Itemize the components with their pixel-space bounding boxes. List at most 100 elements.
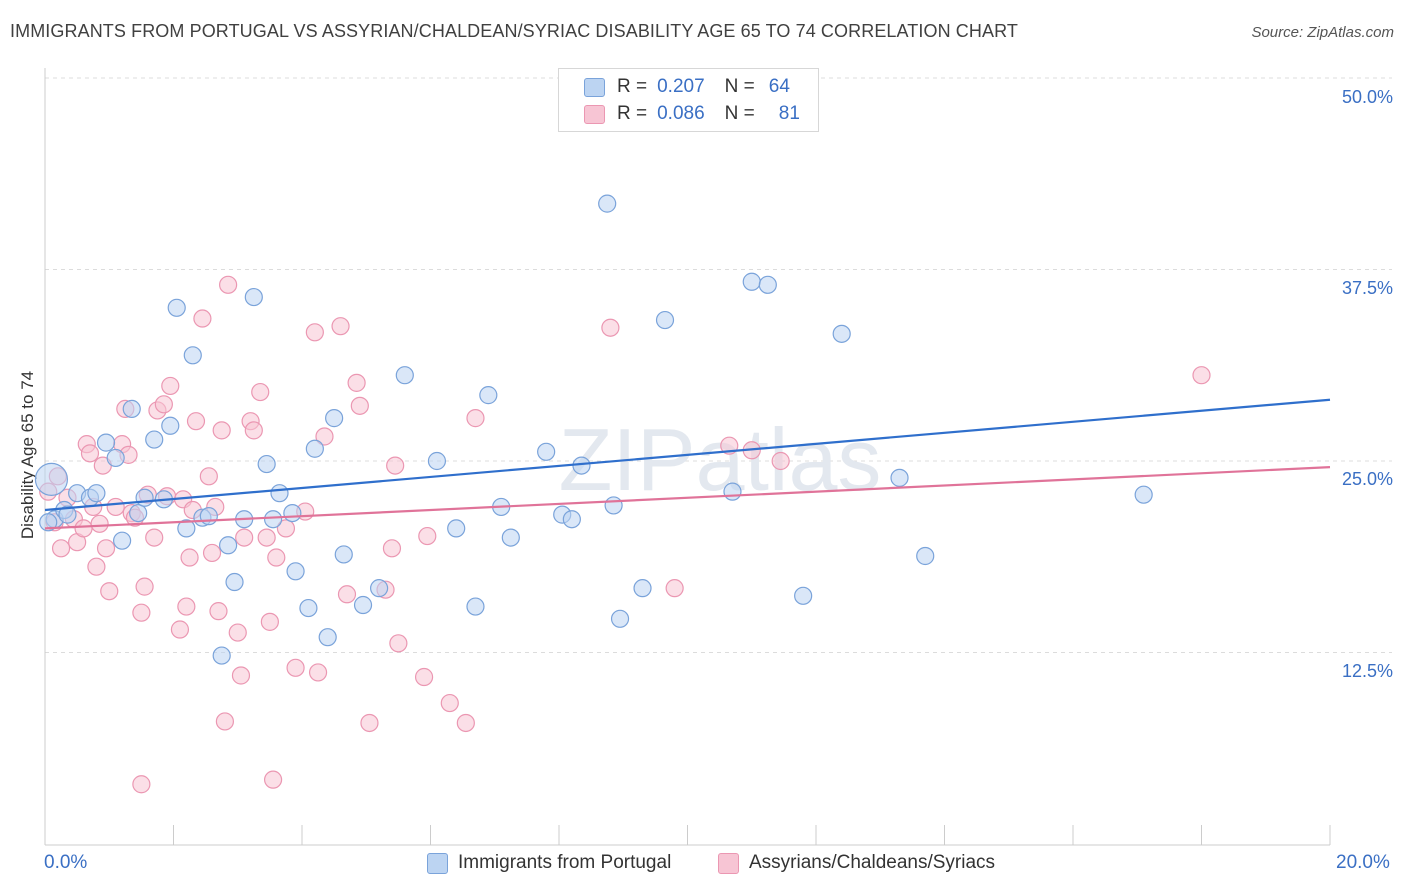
point-portugal	[447, 519, 466, 538]
legend-swatch-pink	[718, 852, 739, 874]
series-portugal-points	[34, 107, 1153, 665]
point-assyrians	[665, 579, 684, 598]
x-tick-max: 20.0%	[1336, 852, 1390, 873]
point-portugal	[270, 484, 289, 503]
point-assyrians	[456, 713, 475, 733]
point-portugal	[257, 454, 276, 474]
axes	[44, 68, 1331, 846]
point-portugal	[225, 572, 244, 592]
point-portugal	[610, 609, 630, 628]
legend-label-assyrians: Assyrians/Chaldeans/Syriacs	[749, 852, 996, 873]
trend-line-assyrians	[44, 466, 1331, 530]
series-legend: Immigrants from Portugal Assyrians/Chald…	[0, 852, 1406, 878]
point-portugal	[286, 562, 305, 581]
point-portugal	[318, 628, 337, 647]
point-assyrians	[170, 620, 190, 639]
point-portugal	[916, 546, 935, 566]
point-assyrians	[235, 528, 254, 547]
point-assyrians	[212, 421, 231, 440]
point-assyrians	[466, 409, 485, 428]
point-assyrians	[286, 658, 305, 677]
point-portugal	[334, 545, 353, 564]
point-assyrians	[1192, 366, 1211, 385]
point-portugal	[106, 448, 125, 468]
point-portugal	[305, 439, 324, 458]
legend-item-portugal[interactable]: Immigrants from Portugal	[427, 852, 671, 874]
point-portugal	[244, 287, 263, 307]
point-assyrians	[308, 663, 328, 682]
point-assyrians	[267, 548, 286, 567]
point-portugal	[96, 433, 116, 452]
point-assyrians	[135, 577, 154, 596]
y-tick-50: 50.0%	[1341, 87, 1393, 107]
point-assyrians	[219, 275, 238, 294]
legend-n-label: N =	[724, 103, 755, 124]
legend-item-assyrians[interactable]: Assyrians/Chaldeans/Syriacs	[718, 852, 995, 874]
y-tick-12-5: 12.5%	[1341, 661, 1393, 681]
point-assyrians	[145, 528, 164, 547]
legend-n-label: N =	[724, 76, 755, 97]
point-assyrians	[337, 585, 357, 604]
point-portugal	[758, 275, 777, 294]
legend-row-assyrians: R = 0.086 N = 81	[584, 101, 800, 127]
point-portugal	[212, 646, 231, 665]
point-portugal	[572, 456, 591, 475]
point-assyrians	[244, 421, 263, 440]
point-assyrians	[161, 376, 180, 396]
x-tick-min: 0.0%	[44, 852, 88, 873]
legend-swatch-blue	[584, 77, 605, 97]
point-portugal	[655, 310, 675, 330]
point-portugal	[604, 496, 623, 515]
chart-title: IMMIGRANTS FROM PORTUGAL VS ASSYRIAN/CHA…	[10, 21, 1018, 41]
point-portugal	[183, 346, 202, 365]
point-portugal	[135, 488, 154, 507]
point-portugal	[283, 503, 302, 523]
point-portugal	[177, 519, 196, 538]
point-assyrians	[386, 456, 405, 475]
point-portugal	[501, 528, 520, 547]
point-portugal	[122, 399, 141, 419]
point-portugal	[794, 586, 813, 605]
point-assyrians	[132, 603, 151, 622]
point-portugal	[890, 468, 909, 487]
point-portugal	[34, 462, 69, 496]
point-portugal	[633, 579, 652, 598]
point-assyrians	[199, 467, 218, 486]
point-portugal	[299, 598, 318, 618]
point-assyrians	[96, 539, 116, 558]
point-assyrians	[350, 396, 369, 415]
point-assyrians	[228, 623, 247, 642]
y-tick-25: 25.0%	[1341, 469, 1393, 489]
point-assyrians	[231, 666, 251, 685]
point-portugal	[87, 484, 106, 503]
point-portugal	[370, 579, 389, 598]
point-portugal	[395, 366, 414, 385]
point-assyrians	[260, 612, 279, 631]
point-portugal	[1134, 485, 1153, 504]
legend-n-value: 81	[778, 103, 800, 124]
point-assyrians	[440, 693, 459, 713]
point-portugal	[129, 503, 148, 523]
point-portugal	[742, 272, 761, 291]
point-portugal	[145, 430, 164, 449]
point-portugal	[161, 416, 180, 435]
point-assyrians	[74, 519, 93, 538]
y-tick-37-5: 37.5%	[1341, 278, 1393, 298]
point-assyrians	[418, 526, 437, 546]
point-portugal	[39, 513, 58, 532]
watermark: ZIPatlas	[559, 410, 882, 509]
point-portugal	[112, 531, 132, 550]
trend-lines	[44, 398, 1331, 530]
point-assyrians	[80, 444, 100, 463]
point-portugal	[353, 595, 373, 615]
point-assyrians	[347, 373, 366, 392]
legend-label-portugal: Immigrants from Portugal	[458, 852, 672, 873]
point-portugal	[466, 597, 485, 616]
point-assyrians	[186, 412, 206, 431]
point-assyrians	[315, 427, 334, 446]
point-assyrians	[51, 539, 71, 558]
point-assyrians	[87, 557, 106, 576]
point-portugal	[325, 409, 344, 428]
legend-n-value: 64	[768, 76, 790, 97]
